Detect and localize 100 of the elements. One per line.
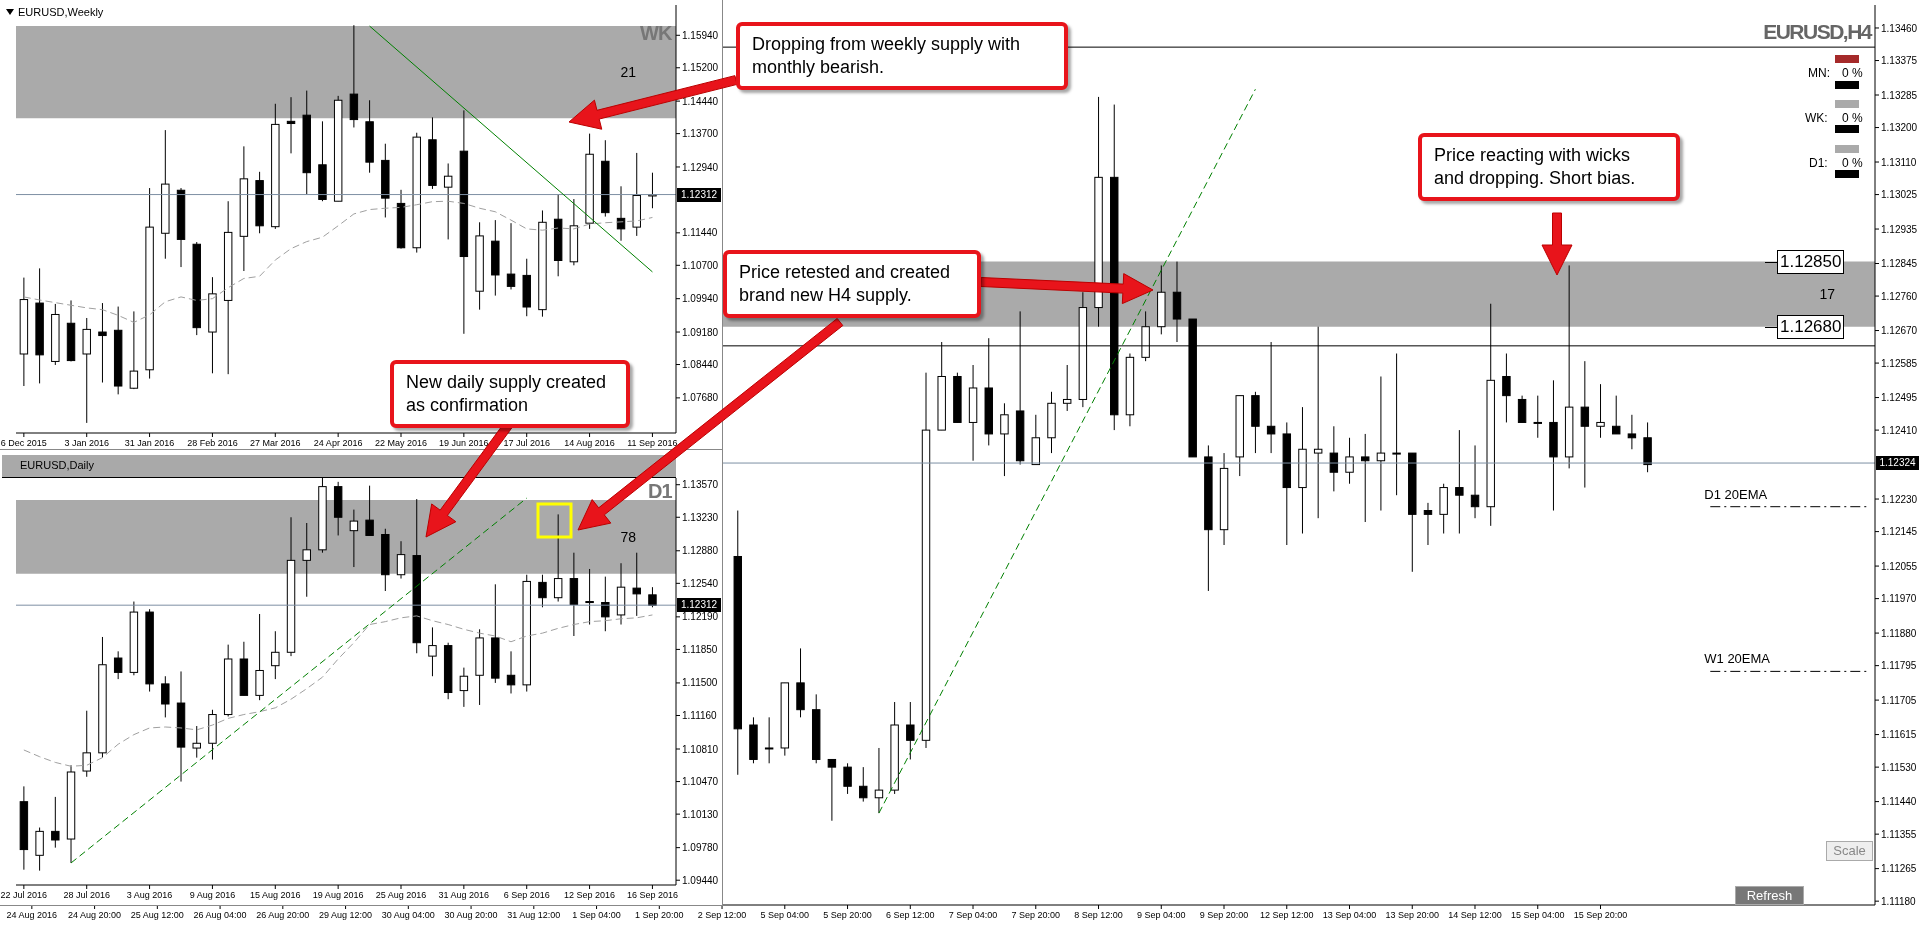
- y-tick-label: 1.08440: [682, 359, 719, 371]
- annotation: Refresh: [1735, 886, 1804, 905]
- x-tick-label: 19 Aug 2016: [312, 890, 364, 900]
- x-tick-label: 7 Sep 20:00: [1011, 910, 1061, 920]
- x-tick-label: 3 Jan 2016: [64, 438, 109, 448]
- band-label: 21: [620, 64, 637, 81]
- x-tick-label: 29 Aug 12:00: [319, 910, 373, 920]
- y-tick-label: 1.13460: [1881, 22, 1918, 34]
- y-tick-label: 1.12670: [1881, 325, 1918, 337]
- y-tick-label: 1.13200: [1881, 122, 1918, 134]
- y-tick-label: 1.13375: [1881, 55, 1918, 67]
- x-tick-label: 9 Sep 20:00: [1199, 910, 1249, 920]
- y-tick-label: 1.12055: [1881, 560, 1918, 572]
- y-tick-label: 1.12540: [682, 577, 719, 589]
- x-tick-label: 7 Sep 04:00: [948, 910, 998, 920]
- y-tick-label: 1.12230: [1881, 493, 1918, 505]
- y-tick-label: 1.12760: [1881, 290, 1918, 302]
- y-tick-label: 1.11970: [1881, 593, 1917, 605]
- x-tick-label: 1 Sep 20:00: [635, 910, 684, 920]
- x-tick-label: 13 Sep 04:00: [1322, 910, 1377, 920]
- x-tick-label: 6 Sep 12:00: [886, 910, 935, 920]
- chart-title: EURUSD,Weekly: [18, 6, 104, 18]
- y-tick-label: 1.11530: [1881, 761, 1917, 773]
- x-tick-label: 6 Dec 2015: [0, 438, 47, 448]
- y-tick-label: 1.13025: [1881, 189, 1918, 201]
- x-tick-label: 5 Sep 20:00: [823, 910, 872, 920]
- x-tick-label: 31 Aug 12:00: [507, 910, 561, 920]
- annotation: MN:: [1808, 66, 1830, 80]
- y-tick-label: 1.10810: [682, 743, 719, 755]
- y-tick-label: 1.09940: [682, 293, 719, 305]
- x-tick-label: 26 Aug 04:00: [193, 910, 247, 920]
- y-tick-label: 1.09780: [682, 842, 719, 854]
- x-tick-label: 13 Sep 20:00: [1385, 910, 1440, 920]
- callout-box: Dropping from weekly supply with monthly bearish.: [736, 22, 1068, 90]
- annotation: 0 %: [1842, 111, 1863, 125]
- callout-box: New daily supply created as confirmation: [390, 360, 630, 428]
- y-tick-label: 1.11160: [682, 710, 718, 722]
- annotation: 0 %: [1842, 156, 1863, 170]
- x-tick-label: 15 Sep 20:00: [1573, 910, 1628, 920]
- annotation: WK:: [1805, 111, 1828, 125]
- x-tick-label: 14 Sep 12:00: [1448, 910, 1502, 920]
- x-tick-label: 24 Aug 2016: [6, 910, 58, 920]
- x-tick-label: 28 Jul 2016: [63, 890, 110, 900]
- x-tick-label: 30 Aug 20:00: [444, 910, 498, 920]
- x-tick-label: 3 Aug 2016: [126, 890, 173, 900]
- y-tick-label: 1.12880: [682, 545, 719, 557]
- x-tick-label: 9 Sep 04:00: [1136, 910, 1186, 920]
- y-tick-label: 1.13285: [1881, 89, 1918, 101]
- annotation: 1.12850: [1777, 249, 1845, 274]
- y-tick-label: 1.12845: [1881, 258, 1918, 270]
- y-tick-label: 1.11440: [682, 227, 718, 239]
- y-tick-label: 1.11265: [1881, 863, 1917, 875]
- callout-box: Price retested and created brand new H4 supply.: [723, 250, 981, 318]
- x-tick-label: 12 Sep 12:00: [1259, 910, 1314, 920]
- x-tick-label: 28 Feb 2016: [187, 438, 238, 448]
- y-tick-label: 1.12585: [1881, 357, 1918, 369]
- y-tick-label: 1.12935: [1881, 223, 1918, 235]
- y-tick-label: 1.10700: [682, 259, 719, 271]
- ref-line-label: 1.12324: [1876, 456, 1919, 471]
- ref-line-label: D1 20EMA: [1704, 486, 1768, 502]
- x-tick-label: 2 Sep 12:00: [697, 910, 747, 920]
- y-tick-label: 1.07680: [682, 392, 719, 404]
- y-tick-label: 1.15200: [682, 62, 719, 74]
- y-tick-label: 1.12190: [682, 611, 719, 623]
- y-tick-label: 1.09440: [682, 874, 719, 886]
- y-tick-label: 1.13570: [682, 479, 719, 491]
- x-tick-label: 9 Aug 2016: [189, 890, 236, 900]
- x-tick-label: 25 Aug 2016: [375, 890, 427, 900]
- y-tick-label: 1.10470: [682, 776, 719, 788]
- ref-line-label: W1 20EMA: [1704, 651, 1771, 667]
- y-tick-label: 1.15940: [682, 29, 719, 41]
- x-tick-label: 11 Sep 2016: [627, 438, 678, 448]
- annotation: Scale: [1826, 841, 1873, 861]
- x-tick-label: 25 Aug 12:00: [130, 910, 184, 920]
- y-tick-label: 1.11850: [682, 643, 718, 655]
- y-tick-label: 1.10130: [682, 808, 719, 820]
- callout-box: Price reacting with wicks and dropping. Short bias.: [1418, 133, 1680, 201]
- text: EURUSD,H4: [1763, 20, 1871, 44]
- y-tick-label: 1.11500: [682, 677, 718, 689]
- y-tick-label: 1.11355: [1881, 828, 1917, 840]
- y-tick-label: 1.13110: [1881, 156, 1917, 168]
- x-tick-label: 16 Sep 2016: [626, 890, 678, 900]
- band-label: 17: [1819, 286, 1836, 303]
- x-tick-label: 19 Jun 2016: [439, 438, 489, 448]
- annotation: 1.12680: [1777, 314, 1845, 339]
- y-tick-label: 1.11795: [1881, 660, 1917, 672]
- y-tick-label: 1.11880: [1881, 627, 1917, 639]
- x-tick-label: 24 Aug 20:00: [68, 910, 122, 920]
- x-tick-label: 15 Aug 2016: [250, 890, 301, 900]
- x-tick-label: 14 Aug 2016: [564, 438, 615, 448]
- x-tick-label: 5 Sep 04:00: [760, 910, 810, 920]
- x-tick-label: 12 Sep 2016: [564, 890, 616, 900]
- y-tick-label: 1.13230: [682, 511, 719, 523]
- y-tick-label: 1.13700: [682, 128, 719, 140]
- annotation: D1: [648, 480, 672, 503]
- x-tick-label: 22 May 2016: [374, 438, 428, 448]
- band-label: 78: [620, 528, 637, 545]
- y-tick-label: 1.14440: [682, 95, 719, 107]
- x-tick-label: 8 Sep 12:00: [1074, 910, 1123, 920]
- x-tick-label: 30 Aug 04:00: [381, 910, 435, 920]
